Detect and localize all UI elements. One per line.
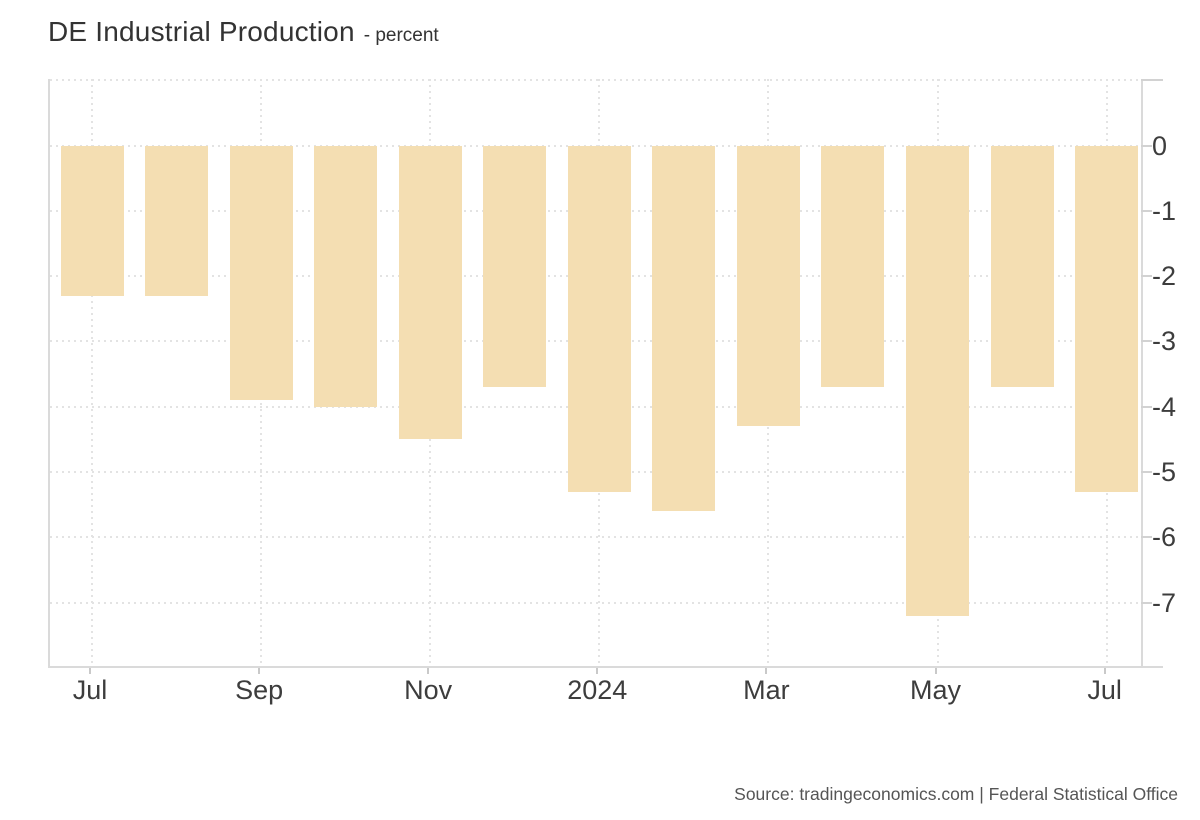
x-tick-label: May bbox=[909, 675, 961, 705]
y-tick-label: -4 bbox=[1152, 391, 1177, 422]
x-tick bbox=[1103, 668, 1106, 674]
bar[interactable] bbox=[567, 145, 631, 492]
bar[interactable] bbox=[736, 145, 800, 427]
bar[interactable] bbox=[145, 145, 209, 296]
bar[interactable] bbox=[1075, 145, 1139, 492]
y-gridline bbox=[50, 79, 1145, 82]
y-gridline bbox=[50, 601, 1145, 604]
x-tick bbox=[934, 668, 937, 674]
y-tick bbox=[1141, 209, 1152, 212]
y-tick-label: 0 bbox=[1152, 130, 1168, 161]
y-tick-label: -5 bbox=[1152, 457, 1177, 487]
bar[interactable] bbox=[652, 145, 716, 512]
plot-area bbox=[48, 79, 1145, 668]
x-tick-label: 2024 bbox=[567, 675, 628, 705]
x-tick bbox=[89, 668, 91, 674]
x-tick bbox=[258, 668, 261, 674]
y-gridline bbox=[50, 536, 1145, 539]
bar[interactable] bbox=[906, 145, 969, 616]
x-tick-label: Sep bbox=[235, 675, 284, 705]
y-tick-label: -1 bbox=[1152, 195, 1177, 226]
y-tick-label: -7 bbox=[1152, 587, 1177, 618]
chart-header: DE Industrial Production - percent bbox=[48, 16, 439, 48]
x-gridline bbox=[91, 79, 93, 668]
bar[interactable] bbox=[990, 145, 1054, 388]
y-tick-label: -2 bbox=[1152, 261, 1177, 292]
y-tick bbox=[1141, 405, 1152, 408]
y-tick-label: -3 bbox=[1152, 326, 1177, 357]
bar[interactable] bbox=[60, 145, 124, 296]
y-tick-top bbox=[1141, 79, 1163, 82]
y-tick bbox=[1141, 471, 1152, 473]
y-tick bbox=[1141, 144, 1152, 147]
x-tick bbox=[596, 668, 599, 674]
bar[interactable] bbox=[314, 145, 378, 407]
y-tick bbox=[1141, 275, 1152, 278]
x-tick-label: Jul bbox=[72, 675, 108, 705]
bar[interactable] bbox=[398, 145, 462, 440]
y-tick-label: -6 bbox=[1152, 522, 1177, 553]
bar[interactable] bbox=[483, 145, 547, 388]
chart-title: DE Industrial Production bbox=[48, 16, 355, 47]
x-tick bbox=[765, 668, 768, 674]
x-axis-line bbox=[48, 666, 1163, 668]
y-tick bbox=[1141, 340, 1152, 343]
y-tick bbox=[1141, 536, 1152, 539]
x-tick bbox=[427, 668, 430, 674]
bar[interactable] bbox=[821, 145, 885, 388]
chart-subtitle: - percent bbox=[363, 25, 439, 46]
y-tick bbox=[1141, 601, 1152, 604]
x-tick-label: Jul bbox=[1087, 675, 1122, 705]
x-tick-label: Nov bbox=[404, 675, 453, 705]
source-attribution: Source: tradingeconomics.com | Federal S… bbox=[734, 784, 1178, 804]
x-tick-label: Mar bbox=[743, 675, 790, 705]
bar[interactable] bbox=[229, 145, 293, 401]
